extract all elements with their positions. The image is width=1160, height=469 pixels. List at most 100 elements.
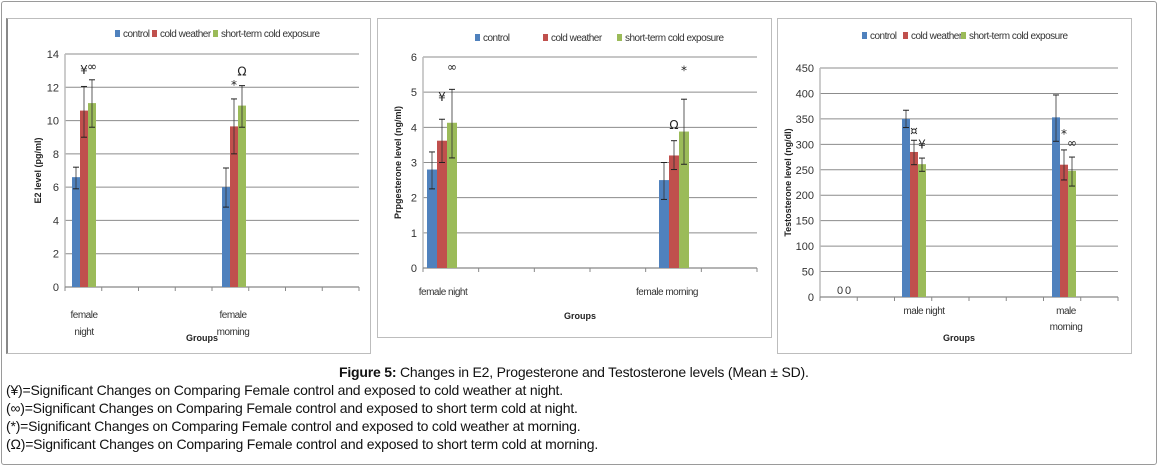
legend-swatch [115, 30, 120, 37]
legend-label: control [870, 31, 897, 42]
legend-swatch [961, 32, 966, 39]
y-tick-label: 0 [808, 292, 814, 304]
y-tick-label: 100 [796, 241, 814, 253]
category-label: male [1056, 306, 1077, 317]
y-tick-label: 450 [796, 63, 814, 75]
zero-data-label: 0 [845, 285, 851, 297]
legend-label: control [483, 33, 510, 44]
legend-label: short-term cold exposure [221, 29, 321, 40]
y-tick-label: 350 [796, 114, 814, 126]
legend-swatch [475, 34, 480, 41]
bar-cold-weather [437, 140, 447, 268]
y-tick-label: 2 [411, 193, 417, 205]
legend-swatch [862, 32, 867, 39]
bar-control [659, 180, 669, 268]
y-tick-label: 2 [53, 249, 59, 261]
legend-label: cold weather [551, 33, 603, 44]
bar-cold-weather [80, 110, 88, 287]
x-axis-title: Groups [186, 333, 218, 343]
y-tick-label: 400 [796, 88, 814, 100]
legend-swatch [152, 30, 157, 37]
significance-marker: ∞ [447, 60, 457, 74]
legend-label: short-term cold exposure [625, 33, 725, 44]
category-label: female morning [636, 287, 698, 298]
category-label: female [219, 310, 247, 321]
y-tick-label: 6 [411, 52, 417, 64]
bar-short-term-cold-exposure [679, 131, 689, 268]
y-tick-label: 5 [411, 87, 417, 99]
caption-note: (∞)=Significant Changes on Comparing Fem… [6, 400, 578, 416]
bar-control [72, 177, 80, 287]
significance-marker: * [681, 64, 687, 78]
bar-cold-weather [1060, 164, 1068, 297]
significance-marker: ¥ [438, 90, 446, 104]
chart-svg: 0 1 2 3 4 5 6 ¥ ∞ Ω * female night female morning Gro… [393, 33, 758, 321]
category-label: morning [217, 327, 250, 338]
bar-cold-weather [669, 155, 679, 268]
bar-short-term-cold-exposure [1068, 170, 1076, 297]
significance-marker: Ω [669, 118, 678, 132]
significance-marker: * [231, 78, 237, 92]
x-axis-title: Groups [943, 333, 975, 343]
y-axis-title: Prpgesterone level (ng/ml) [393, 106, 403, 219]
legend-swatch [213, 30, 218, 37]
progesterone-chart-panel: 0 1 2 3 4 5 6 ¥ ∞ Ω * female night female morning Gro… [377, 18, 772, 338]
testosterone-chart-panel: 0 50 100 150 200 250 300 350 400 450 ¤ ¥ * ∞ 0 0 male ni… [777, 18, 1132, 354]
y-tick-label: 200 [796, 190, 814, 202]
legend-label: cold weather [160, 29, 212, 40]
significance-marker: ¤ [910, 124, 918, 138]
y-axis-title: E2 level (pg/ml) [33, 137, 43, 203]
y-axis-title: Testosterone level (ng/dl) [783, 128, 793, 236]
y-tick-label: 0 [53, 282, 59, 294]
bar-control [902, 118, 910, 297]
figure-title: Changes in E2, Progesterone and Testoste… [396, 364, 809, 380]
bar-short-term-cold-exposure [88, 103, 96, 287]
bar-control [427, 169, 437, 268]
significance-marker: ∞ [1067, 136, 1077, 150]
significance-marker: ¥ [80, 63, 88, 77]
y-tick-label: 150 [796, 216, 814, 228]
y-tick-label: 300 [796, 139, 814, 151]
category-label: female night [419, 287, 468, 298]
y-tick-label: 0 [411, 263, 417, 275]
legend-swatch [617, 34, 622, 41]
y-tick-label: 8 [53, 149, 59, 161]
y-tick-label: 14 [47, 49, 59, 61]
bar-cold-weather [910, 151, 918, 297]
legend-label: control [123, 29, 150, 40]
category-label: night [74, 327, 94, 338]
category-label: morning [1050, 322, 1083, 333]
x-axis-title: Groups [564, 311, 596, 321]
significance-marker: ∞ [87, 60, 97, 74]
y-tick-label: 10 [47, 116, 59, 128]
caption-note: (Ω)=Significant Changes on Comparing Fem… [6, 436, 599, 452]
bar-short-term-cold-exposure [918, 164, 926, 297]
y-tick-label: 6 [53, 182, 59, 194]
y-tick-label: 3 [411, 158, 417, 170]
figure-caption-title: Figure 5: Changes in E2, Progesterone an… [339, 364, 809, 380]
caption-note: (¥)=Significant Changes on Comparing Fem… [6, 382, 563, 398]
y-tick-label: 50 [802, 267, 814, 279]
legend-label: short-term cold exposure [969, 31, 1069, 42]
caption-note: (*)=Significant Changes on Comparing Fem… [6, 418, 581, 434]
significance-marker: Ω [237, 65, 246, 79]
bar-control [222, 187, 230, 287]
y-tick-label: 250 [796, 165, 814, 177]
category-label: male night [903, 306, 945, 317]
category-label: female [70, 310, 98, 321]
figure-label: Figure 5: [339, 364, 397, 380]
zero-data-label: 0 [837, 285, 843, 297]
y-tick-label: 12 [47, 82, 59, 94]
bar-control [1052, 117, 1060, 298]
significance-marker: * [1061, 127, 1067, 141]
y-tick-label: 4 [53, 215, 59, 227]
y-tick-label: 1 [411, 228, 417, 240]
legend-swatch [543, 34, 548, 41]
bar-short-term-cold-exposure [447, 122, 457, 269]
bar-cold-weather [230, 126, 238, 288]
significance-marker: ¥ [918, 137, 926, 151]
